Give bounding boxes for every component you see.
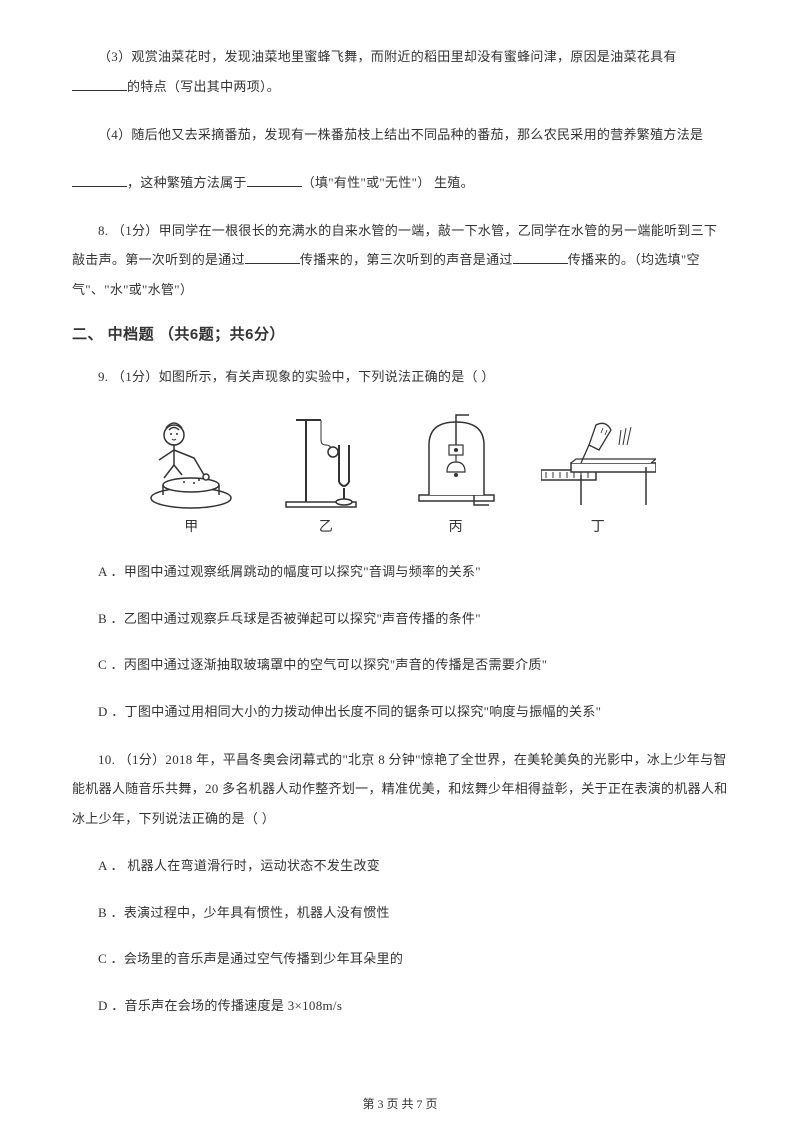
blank-input[interactable] — [245, 251, 300, 264]
ruler-table-icon — [541, 415, 656, 510]
blank-input[interactable] — [72, 78, 127, 91]
q10-option-d[interactable]: D ．音乐声在会场的传播速度是 3×108m/s — [72, 992, 728, 1021]
drum-experiment-icon — [144, 420, 239, 510]
figure-label-ding: 丁 — [591, 516, 606, 536]
q8-text-b: 传播来的，第三次听到的声音是通过 — [300, 252, 513, 267]
figure-label-yi: 乙 — [319, 516, 334, 536]
figure-label-bing: 丙 — [449, 516, 464, 536]
q10-option-c[interactable]: C ．会场里的音乐声是通过空气传播到少年耳朵里的 — [72, 945, 728, 974]
q9-option-a[interactable]: A ．甲图中通过观察纸屑跳动的幅度可以探究"音调与频率的关系" — [72, 558, 728, 587]
q9-option-b[interactable]: B ．乙图中通过观察乒乓球是否被弹起可以探究"声音传播的条件" — [72, 605, 728, 634]
section-2-title: 二、 中档题 （共6题；共6分） — [72, 323, 728, 344]
figure-jia: 甲 — [144, 420, 239, 536]
q4-text-b: ，这种繁殖方法属于 — [127, 175, 247, 190]
page-footer: 第 3 页 共 7 页 — [0, 1095, 800, 1112]
question-3: （3）观赏油菜花时，发现油菜地里蜜蜂飞舞，而附近的稻田里却没有蜜蜂问津，原因是油… — [72, 42, 728, 102]
question-4: （4）随后他又去采摘番茄，发现有一株番茄枝上结出不同品种的番茄，那么农民采用的营… — [72, 120, 728, 150]
blank-input[interactable] — [72, 174, 127, 187]
q10-option-a[interactable]: A ． 机器人在弯道滑行时，运动状态不发生改变 — [72, 852, 728, 881]
tuning-fork-icon — [281, 410, 371, 510]
figure-label-jia: 甲 — [184, 516, 199, 536]
figure-ding: 丁 — [541, 415, 656, 536]
q9-option-d[interactable]: D ．丁图中通过用相同大小的力拨动伸出长度不同的锯条可以探究"响度与振幅的关系" — [72, 698, 728, 727]
q9-option-c[interactable]: C ．丙图中通过逐渐抽取玻璃罩中的空气可以探究"声音的传播是否需要介质" — [72, 651, 728, 680]
blank-input[interactable] — [513, 251, 568, 264]
figure-bing: 丙 — [414, 410, 499, 536]
question-9-figures: 甲 乙 — [102, 410, 698, 536]
bell-jar-icon — [414, 410, 499, 510]
question-4-cont: ，这种繁殖方法属于 （填"有性"或"无性"） 生殖。 — [72, 168, 728, 198]
q4-text-a: （4）随后他又去采摘番茄，发现有一株番茄枝上结出不同品种的番茄，那么农民采用的营… — [98, 127, 703, 142]
blank-input[interactable] — [247, 174, 302, 187]
q3-text-b: 的特点（写出其中两项）。 — [127, 79, 280, 94]
q3-text-a: （3）观赏油菜花时，发现油菜地里蜜蜂飞舞，而附近的稻田里却没有蜜蜂问津，原因是油… — [98, 49, 677, 64]
figure-yi: 乙 — [281, 410, 371, 536]
question-8: 8. （1分）甲同学在一根很长的充满水的自来水管的一端，敲一下水管，乙同学在水管… — [72, 216, 728, 306]
question-10-stem: 10. （1分）2018 年，平昌冬奥会闭幕式的"北京 8 分钟"惊艳了全世界，… — [72, 745, 728, 835]
question-9-stem: 9. （1分）如图所示，有关声现象的实验中，下列说法正确的是（ ） — [72, 362, 728, 392]
q4-text-c: （填"有性"或"无性"） 生殖。 — [302, 175, 474, 190]
q10-option-b[interactable]: B ．表演过程中，少年具有惯性，机器人没有惯性 — [72, 899, 728, 928]
